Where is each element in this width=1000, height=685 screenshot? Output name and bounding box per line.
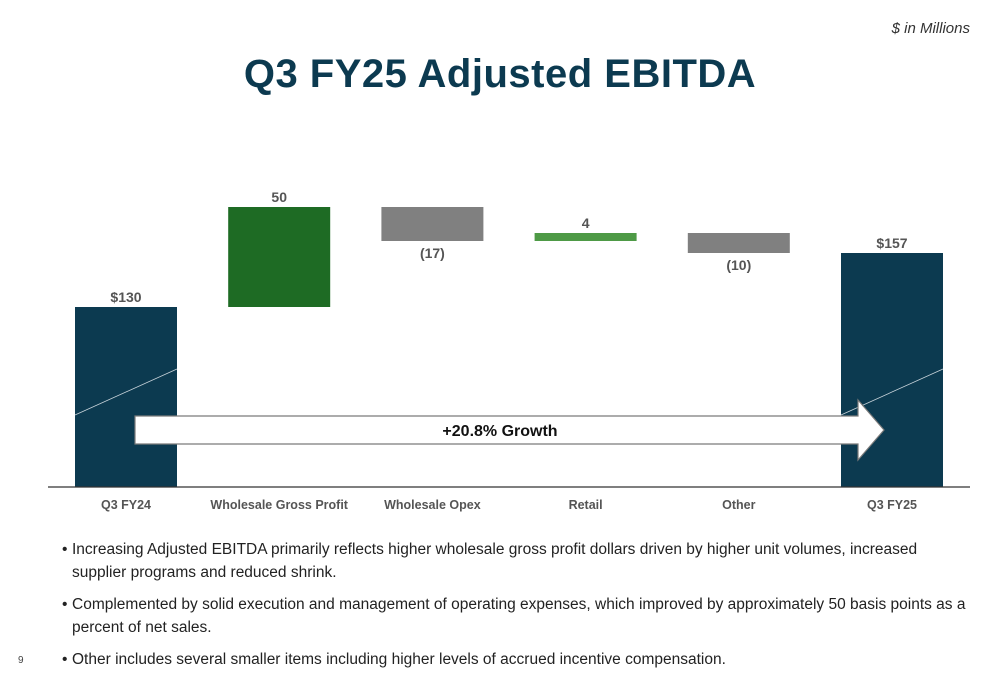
growth-annotation: +20.8% Growth <box>442 423 557 440</box>
page-number: 9 <box>18 655 24 666</box>
bar-5 <box>841 253 943 487</box>
category-label: Wholesale Opex <box>384 498 481 512</box>
bar-3 <box>534 233 637 241</box>
bar-1 <box>228 207 331 307</box>
bar-2 <box>381 207 484 241</box>
bullet-item: Complemented by solid execution and mana… <box>62 593 974 639</box>
bar-4 <box>687 233 790 253</box>
data-label: (10) <box>726 257 751 273</box>
category-label: Retail <box>569 498 603 512</box>
data-label: $130 <box>110 289 141 305</box>
bar-accent-line <box>74 368 178 416</box>
waterfall-chart: $130 Q3 FY24 50 Wholesale Gross Profit (17) W… <box>48 189 970 512</box>
growth-arrow <box>134 398 885 462</box>
bullet-item: Other includes several smaller items inc… <box>62 648 974 671</box>
bullet-item: Increasing Adjusted EBITDA primarily ref… <box>62 538 974 584</box>
category-label: Q3 FY24 <box>101 498 151 512</box>
bullet-list: Increasing Adjusted EBITDA primarily ref… <box>62 538 974 680</box>
category-label: Q3 FY25 <box>867 498 917 512</box>
bar-0 <box>75 307 177 487</box>
category-label: Other <box>722 498 755 512</box>
data-label: $157 <box>876 235 907 251</box>
data-label: 50 <box>271 189 287 205</box>
category-label: Wholesale Gross Profit <box>210 498 348 512</box>
slide-title: Q3 FY25 Adjusted EBITDA <box>243 52 757 96</box>
data-label: 4 <box>582 215 590 231</box>
units-note: $ in Millions <box>891 20 970 37</box>
data-label: (17) <box>420 245 445 261</box>
